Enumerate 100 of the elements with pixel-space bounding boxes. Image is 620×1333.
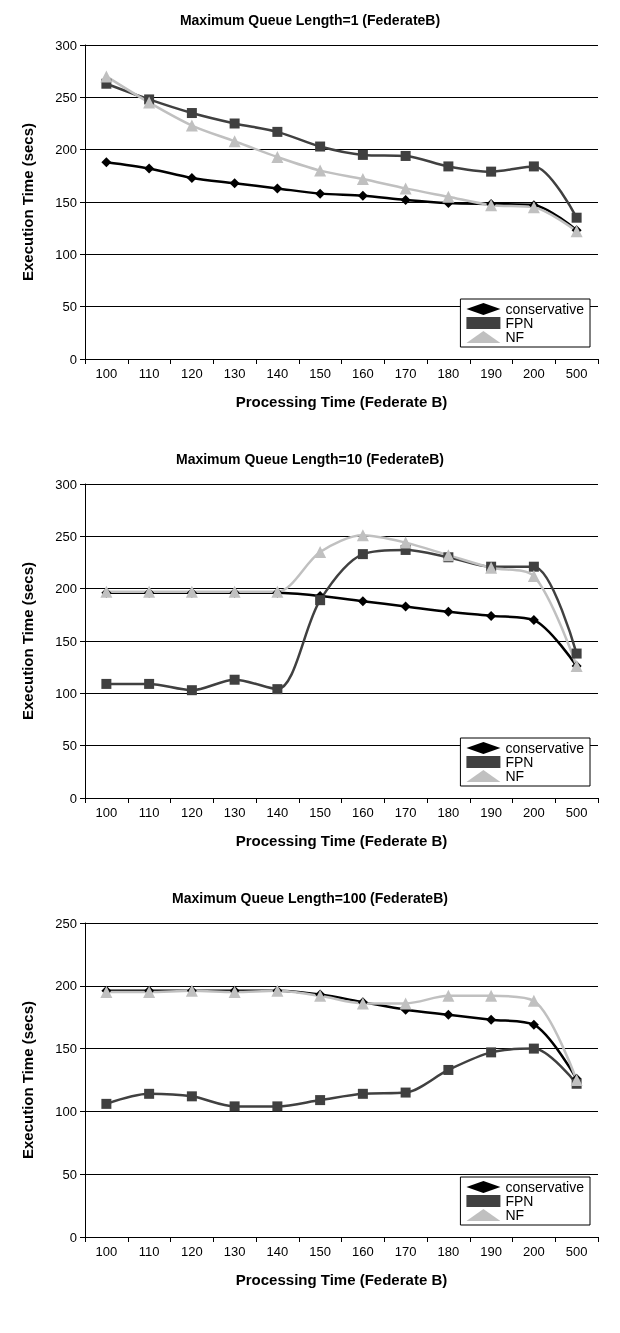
x-tick-label: 500 <box>565 366 588 381</box>
x-tick-label: 110 <box>138 805 160 820</box>
x-axis-title: Processing Time (Federate B) <box>235 1271 448 1288</box>
x-tick-label: 100 <box>95 805 118 820</box>
point <box>314 164 327 177</box>
y-tick-label: 150 <box>55 194 77 210</box>
point <box>272 684 283 695</box>
x-tick-label: 200 <box>523 1244 545 1259</box>
point <box>314 546 327 559</box>
y-axis-title: Execution Time (secs) <box>19 1000 36 1160</box>
chart-title: Maximum Queue Length=1 (FederateB) <box>179 12 441 28</box>
y-tick-label: 50 <box>62 299 77 315</box>
x-tick-label: 140 <box>266 1244 289 1259</box>
point <box>357 596 368 607</box>
x-tick-label: 150 <box>309 805 331 820</box>
y-tick-label: 100 <box>55 1103 77 1119</box>
x-tick-label: 170 <box>394 366 417 381</box>
point <box>527 570 540 583</box>
legend-label: conservative <box>505 301 585 317</box>
point <box>443 1009 454 1020</box>
point <box>400 194 411 205</box>
x-tick-label: 160 <box>352 805 374 820</box>
y-tick-label: 200 <box>55 978 77 994</box>
point <box>442 989 455 1002</box>
point <box>528 561 539 572</box>
x-tick-label: 130 <box>223 1244 246 1259</box>
point <box>527 994 540 1007</box>
legend-label: conservative <box>505 1179 585 1195</box>
x-tick-label: 200 <box>523 805 545 820</box>
point <box>186 172 197 183</box>
point <box>272 1101 283 1112</box>
y-tick-label: 100 <box>55 685 77 701</box>
point <box>486 1047 497 1058</box>
point <box>271 150 284 163</box>
x-tick-label: 200 <box>523 366 545 381</box>
legend-label: NF <box>505 768 525 784</box>
point <box>443 1064 454 1075</box>
legend-label: FPN <box>505 315 534 331</box>
point <box>486 610 497 621</box>
legend-label: FPN <box>505 754 534 770</box>
x-tick-label: 130 <box>223 366 246 381</box>
x-tick-label: 180 <box>437 805 460 820</box>
point <box>229 674 240 685</box>
point <box>571 648 582 659</box>
chart-title: Maximum Queue Length=100 (FederateB) <box>172 890 448 906</box>
y-tick-label: 0 <box>69 1229 77 1245</box>
y-tick-label: 0 <box>69 790 77 806</box>
point <box>399 997 412 1010</box>
point <box>443 606 454 617</box>
point <box>442 190 455 203</box>
point <box>528 615 539 626</box>
point <box>229 118 240 129</box>
legend-label: NF <box>505 329 525 345</box>
legend-label: NF <box>505 1207 525 1223</box>
x-tick-label: 150 <box>309 1244 331 1259</box>
x-tick-label: 110 <box>138 366 160 381</box>
legend-label: conservative <box>505 740 585 756</box>
y-axis-title: Execution Time (secs) <box>19 561 36 721</box>
point <box>144 678 155 689</box>
point <box>272 126 283 137</box>
x-tick-label: 110 <box>138 1244 160 1259</box>
y-tick-label: 50 <box>62 738 77 754</box>
x-tick-label: 140 <box>266 366 289 381</box>
x-tick-label: 170 <box>394 805 417 820</box>
y-tick-label: 200 <box>55 142 77 158</box>
y-tick-label: 250 <box>55 528 77 544</box>
x-tick-label: 100 <box>95 1244 118 1259</box>
chart-title: Maximum Queue Length=10 (FederateB) <box>175 451 445 467</box>
x-tick-label: 120 <box>181 366 203 381</box>
y-tick-label: 300 <box>55 37 77 53</box>
y-tick-label: 250 <box>55 915 77 931</box>
x-tick-label: 160 <box>352 1244 374 1259</box>
point <box>186 108 197 119</box>
point <box>186 685 197 696</box>
point <box>100 70 113 83</box>
y-tick-label: 150 <box>55 633 77 649</box>
point <box>229 1101 240 1112</box>
y-tick-label: 50 <box>62 1166 77 1182</box>
point <box>186 1091 197 1102</box>
point <box>315 188 326 199</box>
point <box>356 529 369 542</box>
y-tick-label: 150 <box>55 1041 77 1057</box>
point <box>144 163 155 174</box>
point <box>315 595 326 606</box>
y-tick-label: 300 <box>55 476 77 492</box>
point <box>185 119 198 132</box>
y-axis-title: Execution Time (secs) <box>19 122 36 282</box>
y-tick-label: 100 <box>55 246 77 262</box>
point <box>399 182 412 195</box>
point <box>357 1088 368 1099</box>
point <box>528 161 539 172</box>
point <box>486 1014 497 1025</box>
x-tick-label: 170 <box>394 1244 417 1259</box>
point <box>101 678 112 689</box>
point <box>143 96 156 109</box>
x-tick-label: 180 <box>437 366 460 381</box>
point <box>400 150 411 161</box>
x-tick-label: 140 <box>266 805 289 820</box>
x-tick-label: 500 <box>565 805 588 820</box>
point <box>400 601 411 612</box>
